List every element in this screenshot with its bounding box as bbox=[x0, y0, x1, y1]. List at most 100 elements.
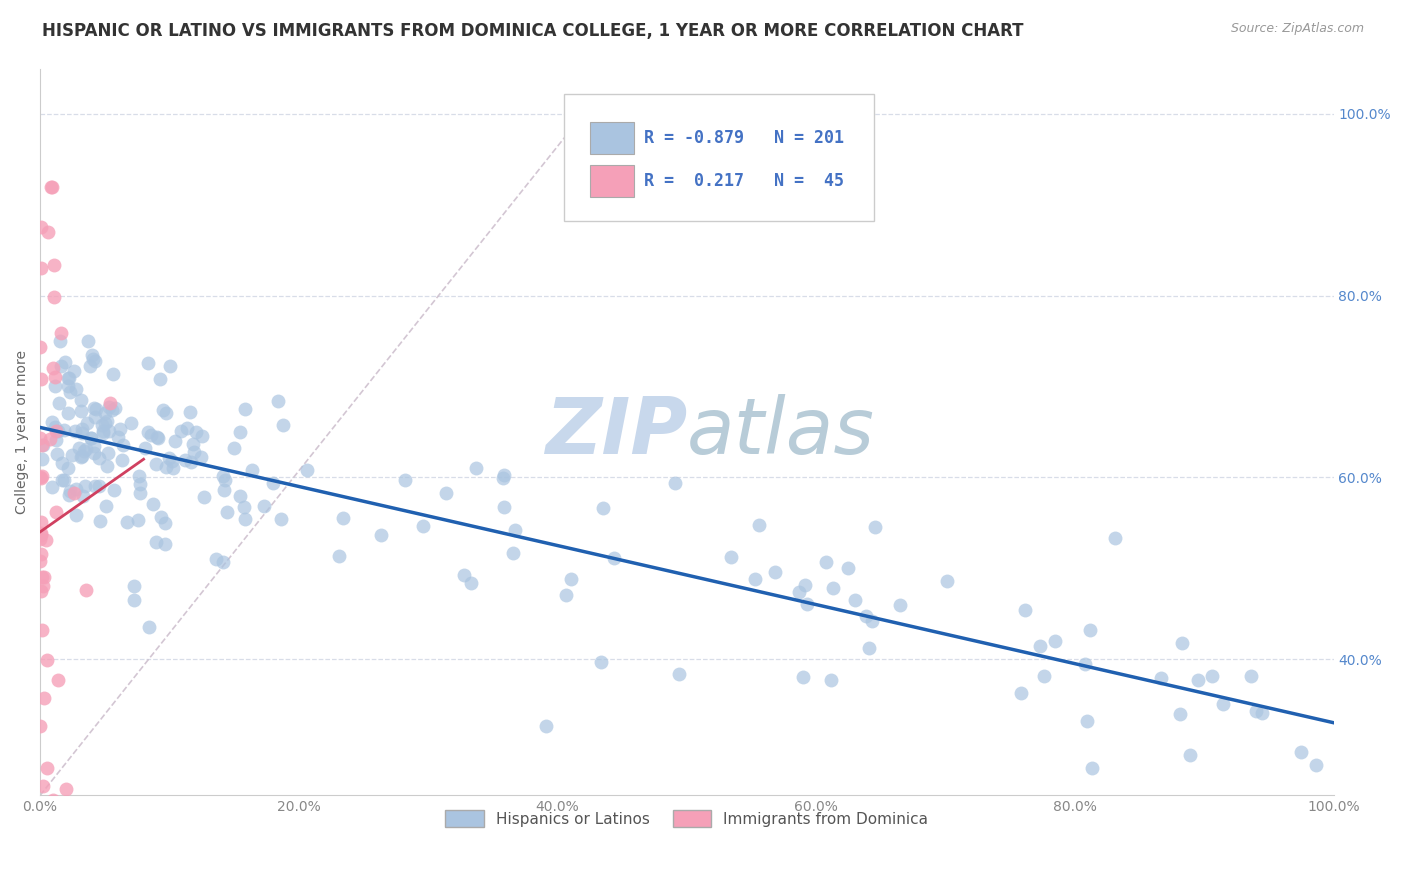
Point bbox=[46, 673, 69, 688]
Point bbox=[233, 512, 256, 526]
Point bbox=[212, 469, 235, 483]
Point bbox=[814, 555, 837, 569]
Text: HISPANIC OR LATINO VS IMMIGRANTS FROM DOMINICA COLLEGE, 1 YEAR OR MORE CORRELATI: HISPANIC OR LATINO VS IMMIGRANTS FROM DO… bbox=[42, 22, 1024, 40]
Point bbox=[70, 449, 93, 463]
Point bbox=[592, 500, 614, 515]
Point bbox=[858, 640, 880, 655]
Point bbox=[96, 414, 118, 428]
Point bbox=[229, 489, 252, 503]
Point bbox=[30, 261, 52, 276]
Point bbox=[155, 406, 177, 420]
Point bbox=[142, 497, 165, 511]
Point bbox=[101, 368, 124, 382]
Point bbox=[79, 359, 101, 373]
Point bbox=[763, 565, 786, 579]
Point bbox=[58, 371, 80, 385]
Point bbox=[59, 385, 82, 400]
Point bbox=[253, 499, 276, 513]
Point bbox=[41, 415, 63, 429]
Point bbox=[1078, 624, 1101, 638]
Point bbox=[128, 469, 150, 483]
Point bbox=[90, 417, 112, 432]
Point bbox=[56, 371, 79, 385]
Point bbox=[263, 475, 285, 490]
Point bbox=[214, 473, 236, 487]
Point bbox=[179, 405, 201, 419]
Point bbox=[1251, 706, 1274, 720]
Point bbox=[602, 551, 624, 566]
Point bbox=[67, 442, 90, 456]
Point bbox=[936, 574, 959, 588]
Point bbox=[837, 561, 859, 575]
Point bbox=[58, 488, 80, 502]
Point bbox=[73, 443, 96, 458]
Point bbox=[30, 340, 52, 354]
Point bbox=[32, 780, 55, 794]
Point bbox=[31, 797, 53, 812]
Point bbox=[31, 623, 53, 637]
Point bbox=[30, 431, 52, 445]
Point bbox=[233, 500, 256, 514]
Point bbox=[45, 505, 67, 519]
Point bbox=[75, 582, 97, 597]
Text: Source: ZipAtlas.com: Source: ZipAtlas.com bbox=[1230, 22, 1364, 36]
FancyBboxPatch shape bbox=[564, 94, 875, 221]
Point bbox=[186, 425, 208, 439]
Point bbox=[101, 403, 124, 417]
Point bbox=[494, 467, 516, 482]
Point bbox=[1212, 697, 1234, 711]
Point bbox=[1201, 669, 1223, 683]
Point bbox=[37, 225, 59, 239]
Point bbox=[122, 579, 145, 593]
Point bbox=[792, 670, 814, 684]
Point bbox=[744, 572, 766, 586]
Point bbox=[60, 448, 83, 462]
Point bbox=[162, 454, 184, 468]
Point bbox=[83, 401, 105, 415]
Point bbox=[145, 457, 167, 471]
Legend: Hispanics or Latinos, Immigrants from Dominica: Hispanics or Latinos, Immigrants from Do… bbox=[437, 802, 936, 835]
Point bbox=[84, 353, 107, 368]
Point bbox=[129, 476, 152, 491]
Point bbox=[295, 463, 318, 477]
Point bbox=[31, 579, 53, 593]
Point bbox=[748, 518, 770, 533]
Point bbox=[31, 452, 53, 467]
Point bbox=[72, 489, 94, 503]
Point bbox=[129, 486, 152, 500]
Point bbox=[49, 797, 72, 812]
Point bbox=[30, 532, 52, 546]
Point bbox=[163, 434, 186, 449]
Point bbox=[103, 483, 125, 497]
Point bbox=[48, 396, 70, 410]
Text: atlas: atlas bbox=[686, 394, 875, 470]
Point bbox=[503, 523, 526, 537]
Text: R =  0.217   N =  45: R = 0.217 N = 45 bbox=[644, 172, 844, 190]
Point bbox=[1168, 706, 1191, 721]
Point bbox=[145, 535, 167, 549]
Point bbox=[63, 364, 86, 378]
Point bbox=[42, 361, 65, 376]
Point bbox=[49, 334, 72, 348]
Point bbox=[97, 424, 120, 438]
Point bbox=[56, 460, 79, 475]
Point bbox=[889, 598, 911, 612]
Point bbox=[122, 593, 145, 607]
Point bbox=[191, 429, 214, 443]
Point bbox=[240, 463, 263, 477]
Point bbox=[97, 401, 120, 415]
Point bbox=[83, 438, 105, 452]
Point bbox=[65, 482, 87, 496]
Point bbox=[44, 259, 66, 273]
Point bbox=[104, 401, 127, 415]
Point bbox=[45, 447, 67, 461]
Point bbox=[89, 514, 111, 528]
Point bbox=[174, 453, 197, 467]
Point bbox=[51, 457, 73, 471]
Point bbox=[162, 461, 184, 475]
Point bbox=[58, 484, 80, 499]
Point bbox=[93, 426, 115, 441]
Point bbox=[1178, 748, 1201, 763]
Point bbox=[87, 479, 110, 493]
Point bbox=[1081, 761, 1104, 775]
